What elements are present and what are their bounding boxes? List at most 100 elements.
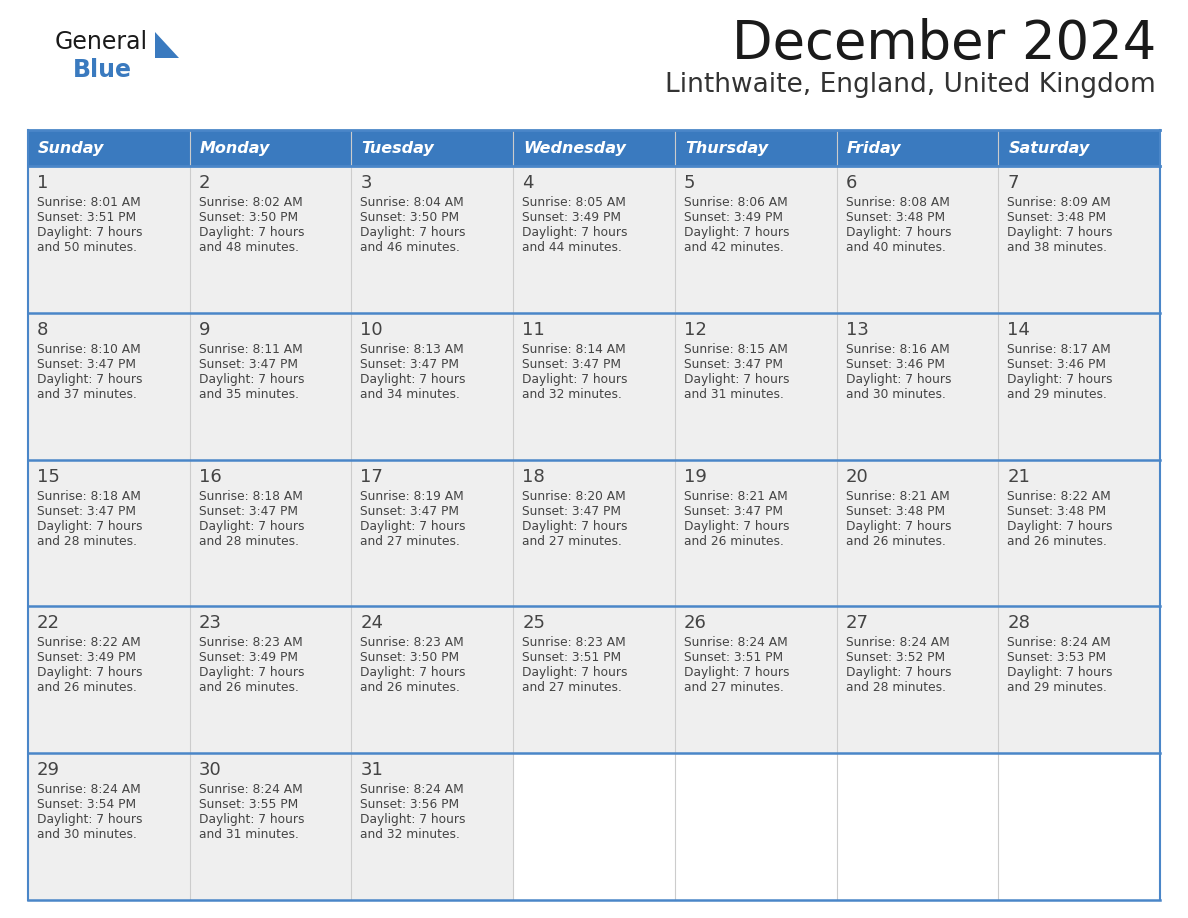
Text: Sunrise: 8:21 AM: Sunrise: 8:21 AM [846,489,949,502]
Text: Sunset: 3:50 PM: Sunset: 3:50 PM [360,211,460,224]
Text: Sunset: 3:50 PM: Sunset: 3:50 PM [360,652,460,665]
Bar [513,313,675,460]
Text: Tuesday: Tuesday [361,140,434,155]
Text: and 29 minutes.: and 29 minutes. [1007,681,1107,694]
Bar [513,753,675,900]
Text: Daylight: 7 hours: Daylight: 7 hours [523,666,627,679]
Text: and 31 minutes.: and 31 minutes. [198,828,298,841]
Text: 16: 16 [198,467,221,486]
Text: 28: 28 [1007,614,1030,633]
Bar [190,166,352,313]
Text: Sunrise: 8:20 AM: Sunrise: 8:20 AM [523,489,626,502]
Text: 24: 24 [360,614,384,633]
Bar [836,460,998,607]
Text: Sunset: 3:48 PM: Sunset: 3:48 PM [846,505,944,518]
Text: and 44 minutes.: and 44 minutes. [523,241,623,254]
Text: and 26 minutes.: and 26 minutes. [37,681,137,694]
Text: General: General [55,30,148,54]
Text: Sunrise: 8:15 AM: Sunrise: 8:15 AM [684,342,788,356]
Text: Sunrise: 8:16 AM: Sunrise: 8:16 AM [846,342,949,356]
Text: and 28 minutes.: and 28 minutes. [198,534,298,548]
Text: Sunset: 3:48 PM: Sunset: 3:48 PM [1007,505,1106,518]
Text: Monday: Monday [200,140,270,155]
Bar [836,166,998,313]
Bar [836,607,998,753]
Text: and 27 minutes.: and 27 minutes. [523,681,623,694]
Text: Sunset: 3:56 PM: Sunset: 3:56 PM [360,798,460,812]
Text: 7: 7 [1007,174,1019,192]
Text: 30: 30 [198,761,221,779]
Bar [998,607,1159,753]
Text: Sunrise: 8:11 AM: Sunrise: 8:11 AM [198,342,303,356]
Text: 5: 5 [684,174,695,192]
Text: Daylight: 7 hours: Daylight: 7 hours [846,226,952,239]
Text: Sunset: 3:48 PM: Sunset: 3:48 PM [1007,211,1106,224]
Text: 11: 11 [523,320,545,339]
Text: Sunrise: 8:22 AM: Sunrise: 8:22 AM [1007,489,1111,502]
Text: and 28 minutes.: and 28 minutes. [846,681,946,694]
Text: Daylight: 7 hours: Daylight: 7 hours [684,226,789,239]
Text: Sunset: 3:50 PM: Sunset: 3:50 PM [198,211,298,224]
Text: Sunset: 3:47 PM: Sunset: 3:47 PM [684,358,783,371]
Text: Sunrise: 8:23 AM: Sunrise: 8:23 AM [523,636,626,649]
Text: Sunset: 3:48 PM: Sunset: 3:48 PM [846,211,944,224]
Bar [352,753,513,900]
Text: Sunset: 3:47 PM: Sunset: 3:47 PM [360,505,460,518]
Text: Daylight: 7 hours: Daylight: 7 hours [37,226,143,239]
Bar [352,460,513,607]
Text: and 30 minutes.: and 30 minutes. [37,828,137,841]
Text: Daylight: 7 hours: Daylight: 7 hours [684,666,789,679]
Text: Sunset: 3:55 PM: Sunset: 3:55 PM [198,798,298,812]
Text: and 26 minutes.: and 26 minutes. [1007,534,1107,548]
Text: and 37 minutes.: and 37 minutes. [37,387,137,401]
Text: Sunrise: 8:05 AM: Sunrise: 8:05 AM [523,196,626,209]
Bar [190,313,352,460]
Bar [513,460,675,607]
Text: Daylight: 7 hours: Daylight: 7 hours [360,520,466,532]
Text: Daylight: 7 hours: Daylight: 7 hours [198,373,304,386]
Bar [675,166,836,313]
Text: Saturday: Saturday [1009,140,1089,155]
Text: Sunrise: 8:24 AM: Sunrise: 8:24 AM [846,636,949,649]
Bar [29,753,190,900]
Text: 23: 23 [198,614,222,633]
Bar [836,313,998,460]
Text: Sunday: Sunday [38,140,105,155]
Text: Blue: Blue [72,58,132,82]
Text: Sunset: 3:54 PM: Sunset: 3:54 PM [37,798,137,812]
Text: and 29 minutes.: and 29 minutes. [1007,387,1107,401]
Text: and 27 minutes.: and 27 minutes. [523,534,623,548]
Bar [29,313,190,460]
Bar [998,753,1159,900]
Text: 10: 10 [360,320,383,339]
Text: and 38 minutes.: and 38 minutes. [1007,241,1107,254]
Text: and 42 minutes.: and 42 minutes. [684,241,784,254]
Text: and 50 minutes.: and 50 minutes. [37,241,137,254]
Text: Sunrise: 8:09 AM: Sunrise: 8:09 AM [1007,196,1111,209]
Text: Friday: Friday [847,140,902,155]
Text: Daylight: 7 hours: Daylight: 7 hours [37,520,143,532]
Text: Sunrise: 8:21 AM: Sunrise: 8:21 AM [684,489,788,502]
Text: Sunset: 3:49 PM: Sunset: 3:49 PM [523,211,621,224]
Text: and 30 minutes.: and 30 minutes. [846,387,946,401]
Text: Sunset: 3:47 PM: Sunset: 3:47 PM [37,358,135,371]
Text: 31: 31 [360,761,384,779]
Text: Sunrise: 8:06 AM: Sunrise: 8:06 AM [684,196,788,209]
Text: Sunrise: 8:24 AM: Sunrise: 8:24 AM [198,783,303,796]
Bar [190,607,352,753]
Text: Sunset: 3:52 PM: Sunset: 3:52 PM [846,652,944,665]
Text: Daylight: 7 hours: Daylight: 7 hours [1007,666,1113,679]
Text: Daylight: 7 hours: Daylight: 7 hours [198,813,304,826]
Bar [675,460,836,607]
Text: Sunrise: 8:04 AM: Sunrise: 8:04 AM [360,196,465,209]
Text: Sunset: 3:47 PM: Sunset: 3:47 PM [198,358,298,371]
Text: Daylight: 7 hours: Daylight: 7 hours [846,666,952,679]
Text: and 34 minutes.: and 34 minutes. [360,387,460,401]
Text: Sunrise: 8:13 AM: Sunrise: 8:13 AM [360,342,465,356]
Text: Daylight: 7 hours: Daylight: 7 hours [846,373,952,386]
Text: Sunset: 3:47 PM: Sunset: 3:47 PM [523,505,621,518]
Bar [352,313,513,460]
Text: 22: 22 [37,614,61,633]
Text: and 26 minutes.: and 26 minutes. [684,534,784,548]
Text: Sunrise: 8:24 AM: Sunrise: 8:24 AM [360,783,465,796]
